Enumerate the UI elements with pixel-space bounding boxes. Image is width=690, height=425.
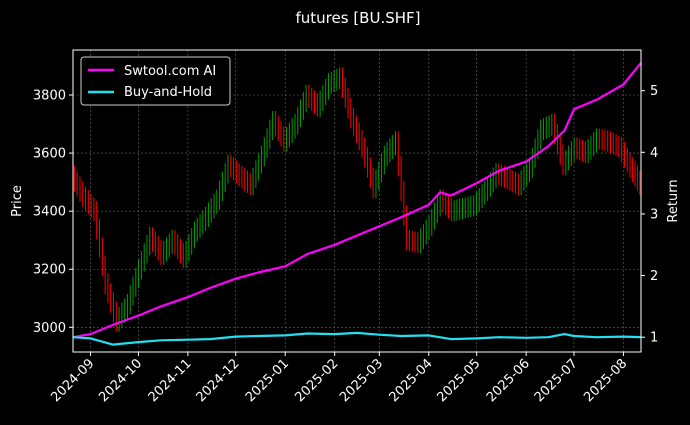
legend-label-ai: Swtool.com AI: [124, 64, 216, 79]
y-tick-label: 3400: [33, 205, 66, 220]
legend-label-buy-hold: Buy-and-Hold: [124, 85, 212, 100]
y2-tick-label: 4: [650, 146, 658, 161]
line-layer: [72, 62, 642, 346]
y2-tick-label: 3: [650, 207, 658, 222]
y-axis-label: Price: [10, 185, 25, 217]
series-line-ai: [72, 62, 642, 339]
y2-tick-label: 5: [650, 84, 658, 99]
y2-axis-label: Return: [666, 179, 681, 222]
y-tick-label: 3600: [33, 147, 66, 162]
legend-box: [80, 56, 231, 106]
candle-layer: [73, 67, 641, 332]
y-tick-label: 3000: [33, 321, 66, 336]
plot-frame: [72, 49, 642, 353]
grid-layer: [73, 50, 641, 352]
y2-tick-label: 2: [650, 269, 658, 284]
chart-title: futures [BU.SHF]: [296, 9, 421, 27]
series-line-buy-hold: [72, 331, 642, 346]
y-tick-label: 3200: [33, 263, 66, 278]
y-tick-label: 3800: [33, 89, 66, 104]
y2-tick-label: 1: [650, 331, 658, 346]
legend: Swtool.com AI Buy-and-Hold: [80, 56, 231, 106]
